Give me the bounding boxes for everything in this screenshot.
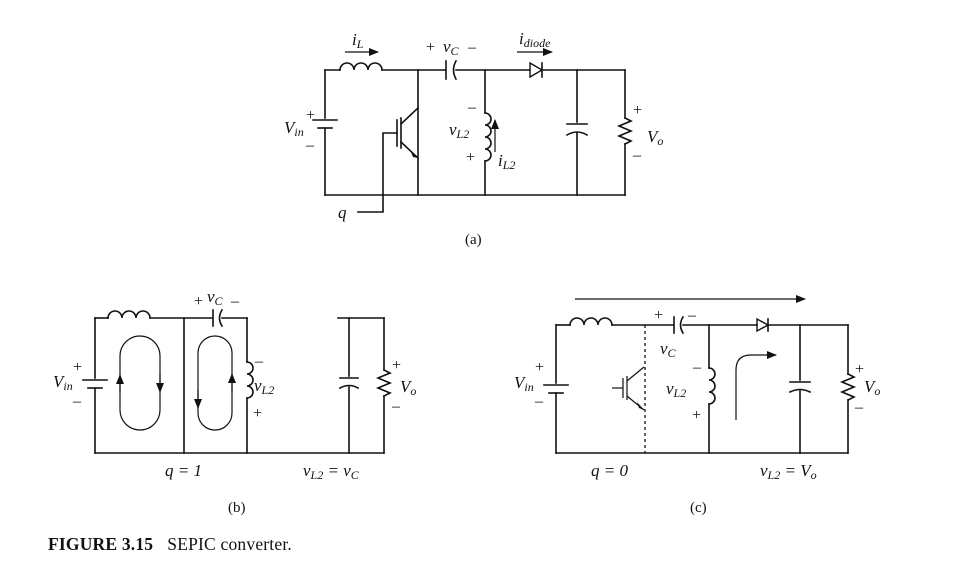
coupling-capacitor-icon	[673, 315, 685, 335]
vin-plus: +	[73, 359, 82, 376]
vl2-plus: +	[692, 407, 701, 424]
diode-icon	[529, 61, 544, 79]
vc-plus: +	[426, 39, 435, 56]
loop-current-left-icon	[116, 335, 164, 431]
vl2-label: vL2	[666, 379, 686, 400]
circuit-c: + – vC Vin + – – vL2 + + Vo – q = 0 vL2 …	[514, 295, 880, 516]
source-vin-icon	[543, 384, 569, 394]
vl2-equation: vL2 = vC	[303, 461, 360, 482]
inductor-l-icon	[339, 62, 383, 71]
source-vin-icon	[82, 379, 108, 389]
q-state-label: q = 0	[591, 461, 628, 480]
vl2-label: vL2	[254, 376, 274, 397]
inductor-l2-icon	[246, 361, 254, 399]
vc-label: vC	[443, 37, 460, 58]
vc-label: vC	[660, 339, 677, 360]
vl2-plus: +	[253, 405, 262, 422]
vc-minus: –	[467, 39, 477, 56]
load-resistor-icon	[616, 116, 634, 146]
vl2-minus: –	[467, 99, 477, 116]
vo-plus: +	[855, 361, 864, 378]
label-c: (c)	[690, 500, 707, 516]
label-b: (b)	[228, 500, 246, 516]
vc-label: vC	[207, 287, 224, 308]
vl2-minus: –	[692, 359, 702, 376]
inductor-l2-icon	[484, 112, 492, 162]
vo-label: Vo	[400, 377, 416, 398]
il2-label: iL2	[498, 151, 515, 172]
loop-current-right-icon	[194, 335, 236, 431]
vc-minus: –	[230, 293, 240, 310]
q-label: q	[338, 203, 347, 222]
vin-minus: –	[305, 137, 315, 154]
vin-label: Vin	[514, 373, 534, 394]
vin-label: Vin	[284, 118, 304, 139]
vl2-plus: +	[466, 149, 475, 166]
vo-minus: –	[632, 147, 642, 164]
source-vin-icon	[312, 119, 338, 129]
vin-plus: +	[306, 107, 315, 124]
inductor-l-icon	[569, 317, 613, 326]
output-capacitor-icon	[788, 381, 812, 394]
diode-icon	[756, 317, 770, 333]
vin-plus: +	[535, 359, 544, 376]
load-resistor-icon	[375, 368, 393, 398]
vo-label: Vo	[647, 127, 663, 148]
transistor-switch-icon	[357, 106, 420, 213]
vo-minus: –	[854, 399, 864, 416]
output-capacitor-icon	[565, 123, 589, 137]
q-state-label: q = 1	[165, 461, 202, 480]
circuit-a: iL + vC – idiode Vin + – – vL2 + iL2 + V…	[284, 29, 663, 248]
vc-minus: –	[687, 307, 697, 324]
inductor-l2-icon	[708, 367, 716, 405]
vl2-label: vL2	[449, 120, 469, 141]
vl2-equation: vL2 = Vo	[760, 461, 817, 482]
vc-plus: +	[654, 307, 663, 324]
load-resistor-icon	[839, 372, 857, 402]
coupling-capacitor-icon	[212, 308, 224, 328]
vc-plus: +	[194, 293, 203, 310]
vo-minus: –	[391, 398, 401, 415]
vin-label: Vin	[53, 372, 73, 393]
vo-plus: +	[392, 357, 401, 374]
transistor-switch-off-icon	[612, 366, 645, 411]
vin-minus: –	[72, 393, 82, 410]
circuit-b: + vC – Vin + – – vL2 + + Vo – q = 1 vL2 …	[53, 287, 416, 516]
inductor-l-icon	[107, 310, 151, 319]
idiode-label: idiode	[519, 29, 551, 50]
figure-number: FIGURE 3.15	[48, 534, 154, 554]
output-capacitor-icon	[338, 377, 360, 390]
vo-label: Vo	[864, 377, 880, 398]
figure-caption: FIGURE 3.15 SEPIC converter.	[48, 534, 292, 555]
il2-path-arrow-icon	[735, 351, 777, 420]
vo-plus: +	[633, 102, 642, 119]
coupling-capacitor-icon	[445, 59, 458, 81]
label-a: (a)	[465, 232, 482, 248]
vin-minus: –	[534, 393, 544, 410]
vl2-minus: –	[254, 353, 264, 370]
figure-title: SEPIC converter.	[167, 534, 292, 554]
il-label: iL	[352, 30, 364, 51]
